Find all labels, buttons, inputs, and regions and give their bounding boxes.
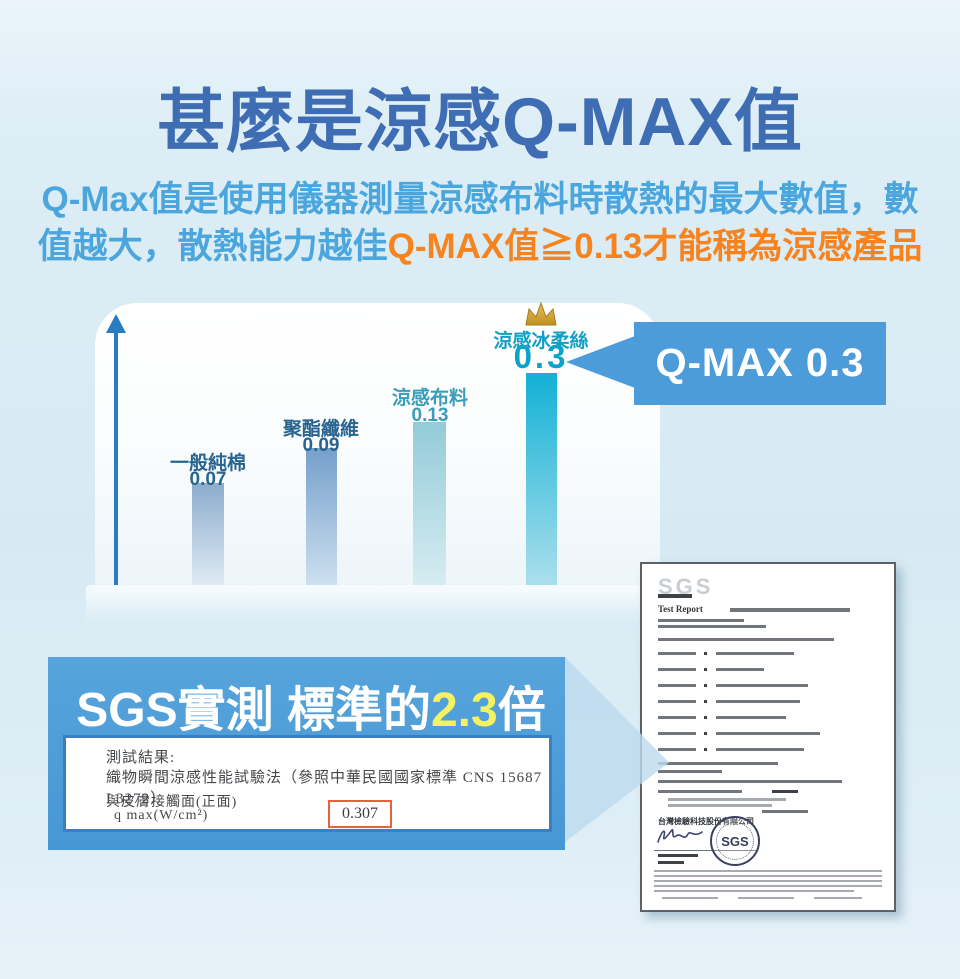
- test-method-line: 織物瞬間涼感性能試驗法（參照中華民國國家標準 CNS 15687 L3272）: [106, 770, 543, 807]
- bar-label-cotton: 一般純棉: [169, 453, 246, 474]
- qmax-callout: Q-MAX 0.3: [634, 322, 886, 405]
- chart-floor: [86, 585, 640, 625]
- bar-cooling-ice-silk: [526, 373, 557, 585]
- result-value-box: 0.307: [328, 800, 392, 828]
- banner-headline-prefix: SGS實測 標準的: [76, 684, 431, 737]
- sgs-stamp-icon: SGS: [710, 816, 760, 866]
- certificate-title: Test Report: [658, 604, 703, 614]
- bar-cooling-fabric: [413, 422, 446, 585]
- bar-polyester: [306, 448, 337, 585]
- sgs-certificate: SGS Test Report 台灣檢驗科技股份有限公司 SGS: [640, 562, 896, 912]
- sgs-banner: SGS實測 標準的2.3倍 測試結果: 織物瞬間涼感性能試驗法（參照中華民國國家…: [48, 657, 565, 850]
- bar-cotton: [192, 483, 224, 585]
- banner-multiplier: 2.3: [430, 684, 498, 737]
- bar-value-cooling-ice-silk: 0.3: [513, 338, 569, 375]
- test-qmax-line: q max(W/cm²): [114, 808, 209, 823]
- bar-value-polyester: 0.09: [302, 435, 340, 456]
- bar-value-cooling-fabric: 0.13: [411, 405, 449, 426]
- test-surface-line: 與皮膚接觸面(正面): [106, 795, 238, 810]
- test-result-box: 測試結果: 織物瞬間涼感性能試驗法（參照中華民國國家標準 CNS 15687 L…: [63, 735, 552, 832]
- intro-text: Q-Max值是使用儀器測量涼感布料時散熱的最大數值，數 值越大，散熱能力越佳Q-…: [0, 176, 960, 270]
- intro-line-2-orange: Q-MAX值≧0.13才能稱為涼感產品: [387, 227, 923, 266]
- intro-line-1: Q-Max值是使用儀器測量涼感布料時散熱的最大數值，數: [41, 180, 919, 219]
- result-value: 0.307: [342, 805, 378, 822]
- intro-line-2-blue: 值越大，散熱能力越佳: [37, 227, 388, 266]
- chart-panel: [95, 303, 660, 593]
- banner-headline: SGS實測 標準的2.3倍: [66, 670, 556, 740]
- test-result-heading: 測試結果:: [106, 750, 176, 766]
- intro-line-2: 值越大，散熱能力越佳Q-MAX值≧0.13才能稱為涼感產品: [0, 223, 960, 270]
- bar-label-cooling-ice-silk: 涼感冰柔絲: [493, 331, 589, 352]
- banner-headline-suffix: 倍: [497, 684, 546, 737]
- certificate-company: 台灣檢驗科技股份有限公司: [658, 817, 754, 826]
- signature-icon: [657, 829, 703, 843]
- bar-label-cooling-fabric: 涼感布料: [391, 388, 468, 409]
- bar-value-cotton: 0.07: [189, 469, 227, 490]
- crown-icon: [525, 301, 557, 326]
- y-axis-line: [114, 332, 118, 585]
- stamp-label: SGS: [721, 833, 749, 849]
- bar-label-polyester: 聚酯纖維: [282, 419, 359, 440]
- callout-label: Q-MAX 0.3: [655, 341, 865, 385]
- y-axis-arrow-icon: [106, 314, 126, 333]
- page-title: 甚麼是涼感Q-MAX值: [157, 84, 803, 160]
